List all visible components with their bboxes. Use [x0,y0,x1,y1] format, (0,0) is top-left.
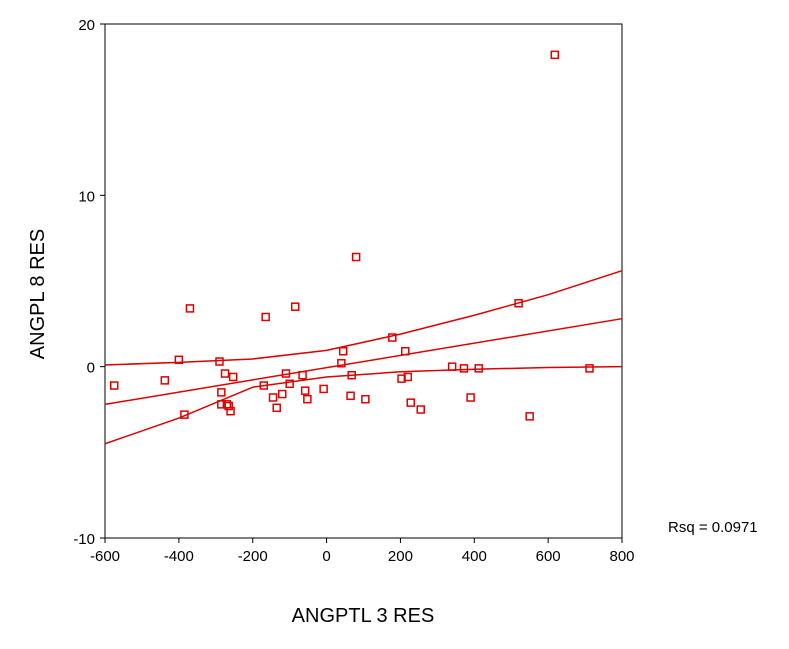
lower-confidence-line [104,365,623,445]
data-point [300,386,310,395]
x-tick-label: -600 [90,548,120,565]
y-axis: -10 0 10 20 [73,17,105,548]
data-point [351,252,361,262]
data-point [525,412,534,421]
regression-line [104,317,623,406]
x-tick-label: 400 [462,548,487,565]
x-tick-label: 800 [609,548,634,565]
data-point [346,391,355,401]
plot-frame [104,23,623,539]
data-point [224,401,233,411]
y-tick-label: 0 [87,360,95,377]
data-point [459,364,469,373]
data-point [466,393,475,402]
data-point [474,364,483,373]
data-point [285,379,294,389]
data-point [217,388,226,397]
data-point [585,364,594,373]
data-point [514,299,523,308]
data-point [226,406,235,416]
data-point [303,394,312,404]
data-point [361,394,370,404]
data-point [180,410,189,419]
data-points [109,50,594,421]
fit-lines [104,270,623,445]
data-point [347,370,356,380]
x-tick-label: -400 [164,548,194,565]
data-point [268,393,278,402]
rsq-annotation: Rsq = 0.0971 [668,519,758,536]
data-point [416,405,425,414]
y-axis-title: ANGPL 8 RES [27,229,49,359]
data-point [550,50,560,60]
data-point [228,372,238,382]
data-point [278,389,287,399]
x-tick-label: 0 [322,548,330,565]
data-point [388,333,397,342]
data-point [160,376,170,385]
y-tick-label: 10 [78,188,95,205]
data-point [406,398,416,407]
data-point [298,370,307,380]
data-point [109,381,119,390]
x-tick-label: 200 [388,548,413,565]
data-point [174,355,184,365]
y-tick-label: 20 [78,17,95,34]
data-point [281,369,291,378]
x-axis-title: ANGPTL 3 RES [292,605,435,627]
upper-confidence-line [104,270,623,366]
data-point [319,384,328,394]
data-point [215,357,224,366]
data-point [400,346,410,356]
data-point [261,312,270,322]
data-point [337,358,346,368]
data-point [185,304,195,313]
y-tick-label: -10 [73,531,95,548]
x-axis: -600 -400 -200 0 200 400 600 800 [90,538,635,565]
x-tick-label: 600 [536,548,561,565]
data-point [447,362,457,371]
data-point [403,372,413,382]
data-point [290,302,300,311]
data-point [338,346,348,356]
data-point [272,403,281,413]
data-point [220,369,230,378]
data-point [259,381,269,390]
x-tick-label: -200 [238,548,268,565]
